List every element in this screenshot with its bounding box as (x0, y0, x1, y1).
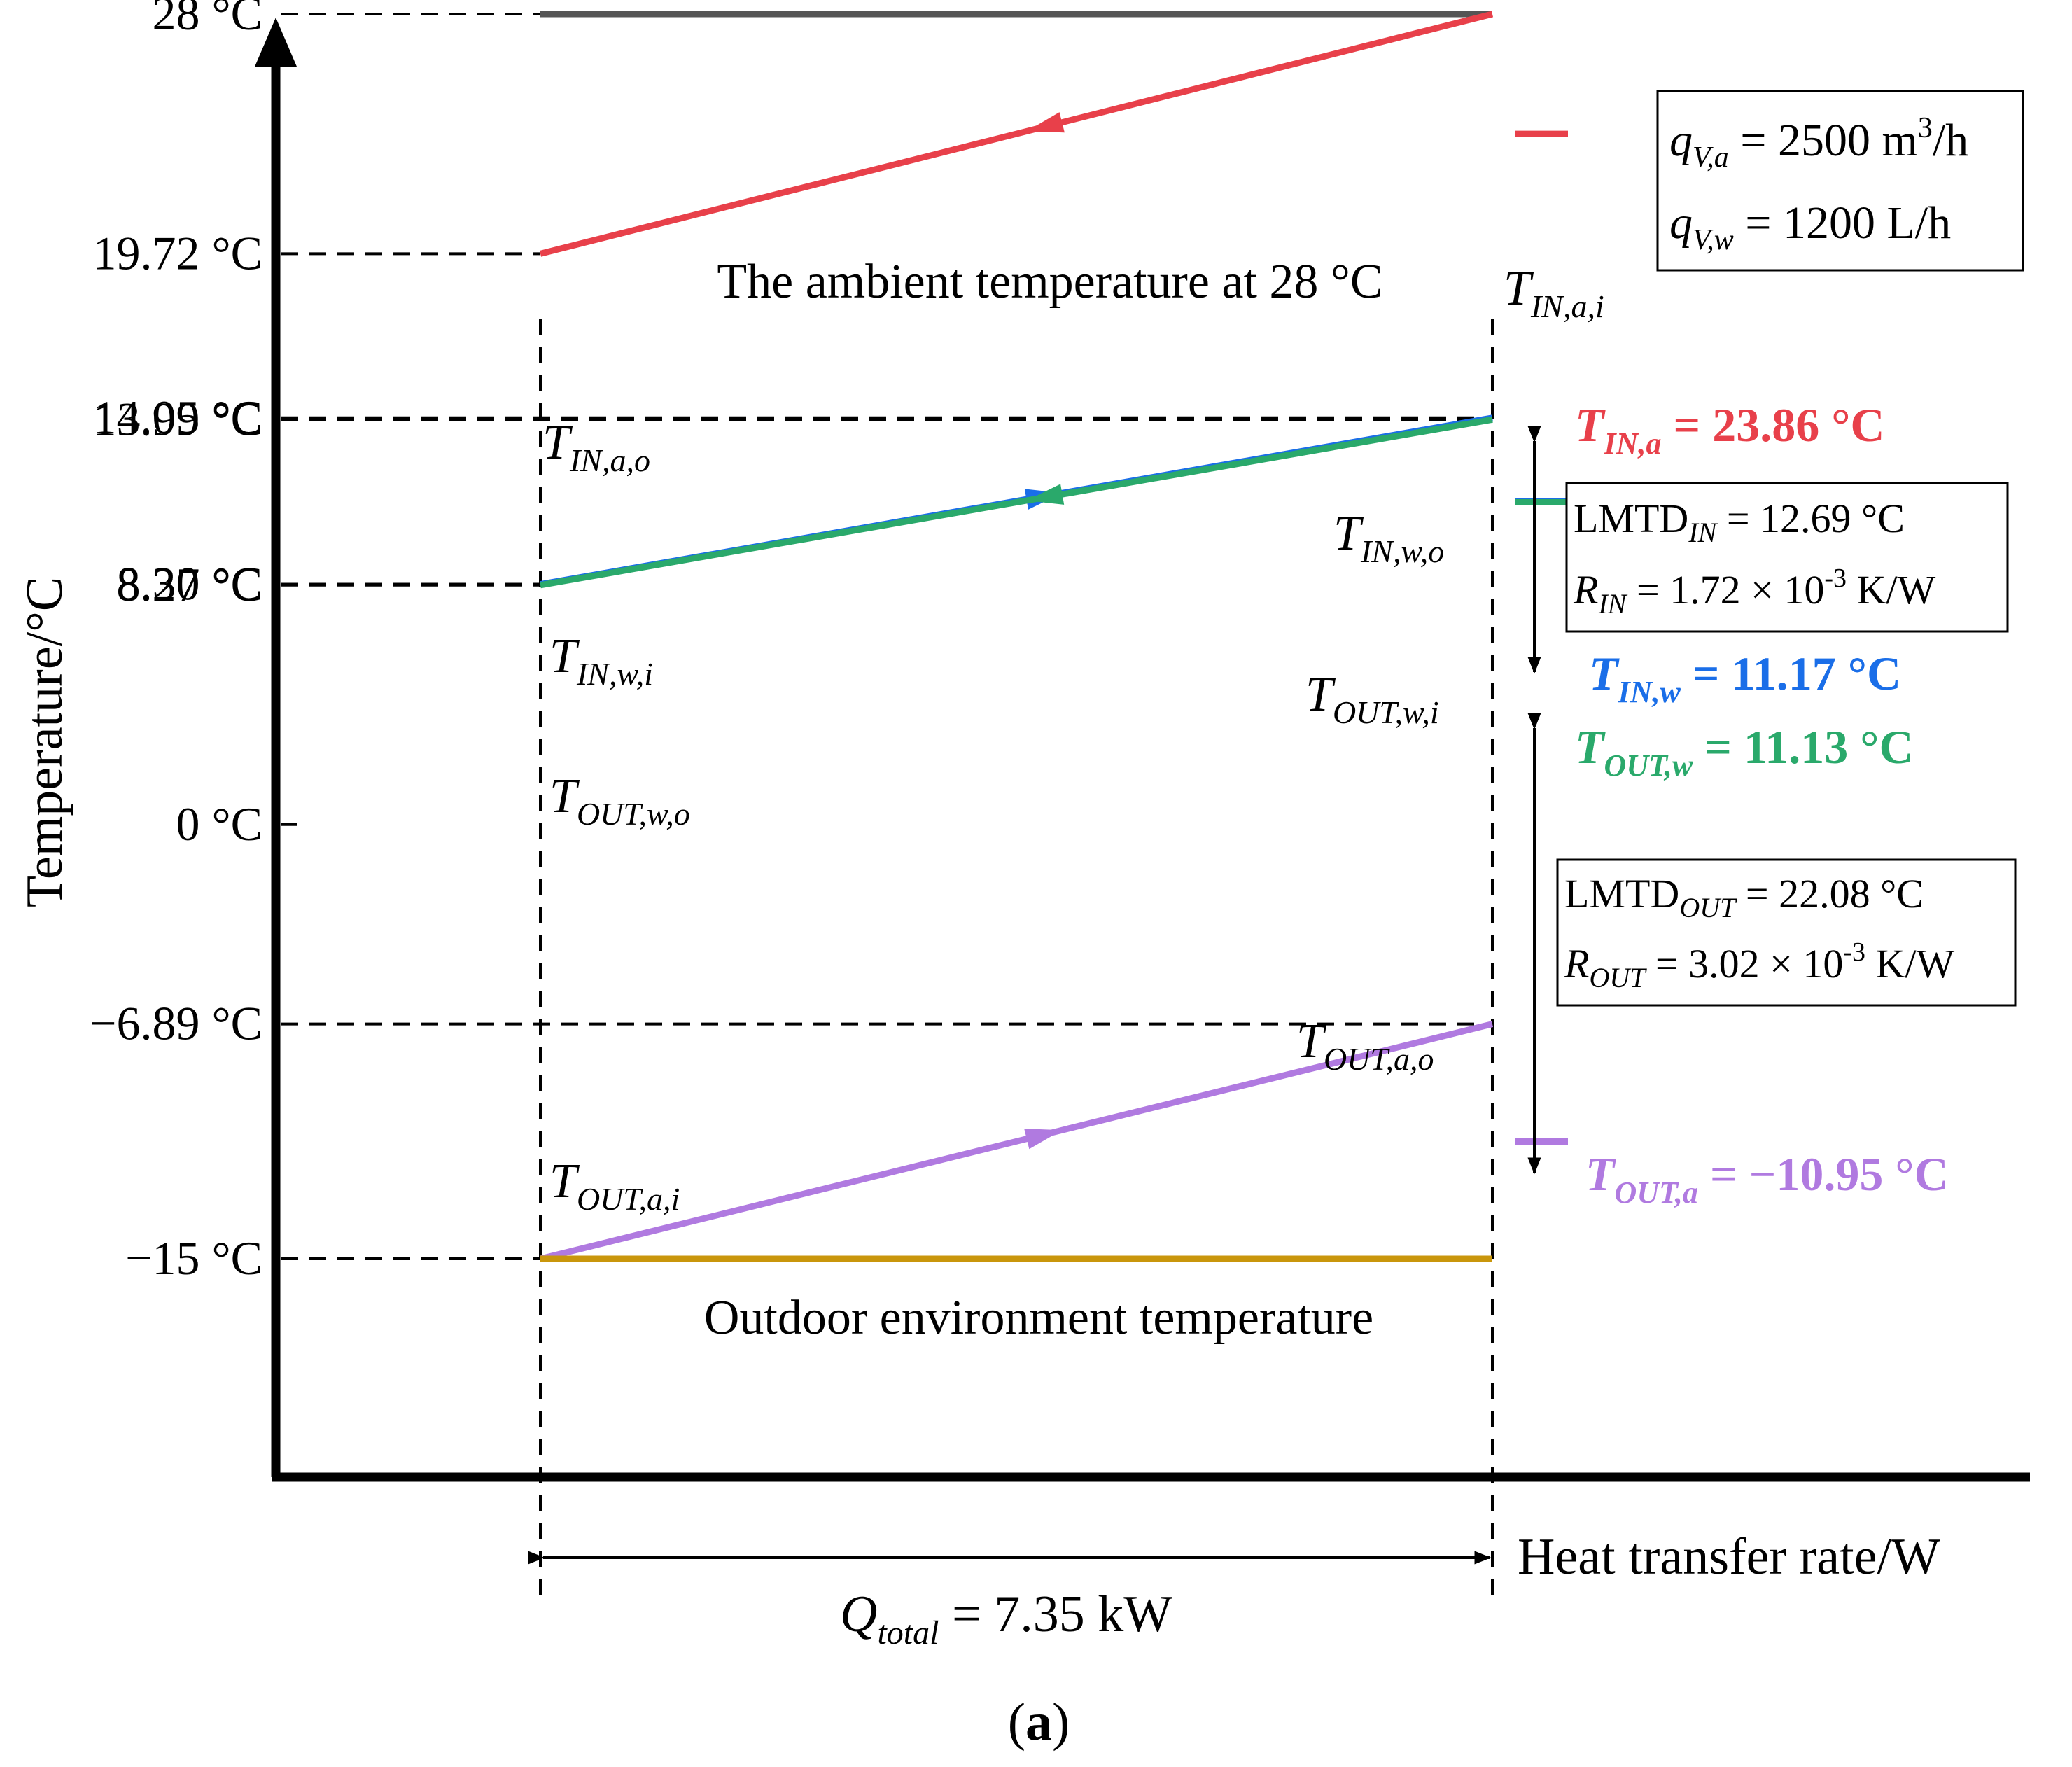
series-line-outdoor-air (539, 1021, 1494, 1262)
mean-label-touta: TOUT,a = −10.95 °C (1586, 1147, 1949, 1210)
lmtd-in-box: LMTDIN = 12.69 °C RIN = 1.72 × 10-3 K/W (1565, 482, 2009, 633)
mean-label-tinw: TIN,w = 11.17 °C (1589, 647, 1901, 709)
label-toutao: TOUT,a,o (1296, 1014, 1434, 1077)
y-tick-label-7: −6.89 °C (90, 997, 262, 1050)
label-tinwo: TIN,w,o (1334, 507, 1444, 569)
series-arrow-outdoor-water (1026, 484, 1065, 505)
mean-temperature-markers (1516, 130, 1568, 1145)
panel-label: (a) (1008, 1693, 1070, 1752)
chart-title: The ambient temperature at 28 °C (717, 255, 1382, 309)
y-ticks: 28 °C 19.72 °C 14.05 °C13.99 °C 8.30 °C8.27… (90, 0, 1492, 1285)
x-axis-label: Heat transfer rate/W (1518, 1528, 1940, 1586)
y-tick-label-2: 14.05 °C (92, 391, 262, 444)
flow-rate-box: qV,a = 2500 m3/h qV,w = 1200 L/h (1656, 90, 2024, 272)
label-tinwi: TIN,w,i (550, 629, 653, 692)
flow-water: qV,w = 1200 L/h (1670, 197, 1951, 256)
y-tick-label-5: 8.27 °C (116, 558, 262, 611)
y-tick-label-3: 13.99 °C (92, 392, 262, 445)
label-toutai: TOUT,a,i (550, 1154, 680, 1217)
y-tick-label-6: 0 °C (176, 797, 262, 851)
y-tick-label-4: 8.30 °C (116, 557, 262, 610)
bottom-annotation: Outdoor environment temperature (704, 1291, 1373, 1345)
series-arrow-indoor-air (1026, 112, 1065, 133)
lmtd-out-value: LMTDOUT = 22.08 °C (1564, 871, 1924, 923)
y-tick-label-8: −15 °C (125, 1231, 262, 1285)
label-tinai: TIN,a,i (1504, 262, 1604, 324)
series-line-indoor-air (539, 11, 1494, 257)
flow-air: qV,a = 2500 m3/h (1670, 112, 1968, 174)
mean-label-toutw: TOUT,w = 11.13 °C (1575, 720, 1914, 783)
series-lines (539, 11, 1494, 1262)
y-axis-label: Temperature/°C (16, 577, 74, 907)
y-tick-label-0: 28 °C (152, 0, 262, 40)
label-toutwi: TOUT,w,i (1306, 668, 1439, 730)
r-in-value: RIN = 1.72 × 10-3 K/W (1573, 564, 1936, 620)
lmtd-in-value: LMTDIN = 12.69 °C (1574, 496, 1905, 548)
lmtd-out-box: LMTDOUT = 22.08 °C ROUT = 3.02 × 10-3 K/… (1556, 858, 2017, 1007)
series-line-outdoor-water (540, 416, 1493, 589)
label-tinao: TIN,a,o (542, 416, 650, 478)
label-toutwo: TOUT,w,o (550, 769, 690, 832)
point-labels: TIN,a,i TIN,a,o TIN,w,o TIN,w,i TOUT,w,i… (542, 262, 1604, 1217)
mean-label-tina: TIN,a = 23.86 °C (1575, 398, 1885, 461)
r-out-value: ROUT = 3.02 × 10-3 K/W (1564, 937, 1955, 993)
y-axis-arrowhead (255, 18, 297, 67)
y-tick-label-1: 19.72 °C (92, 226, 262, 279)
q-total-label: Qtotal = 7.35 kW (840, 1586, 1172, 1651)
series-arrow-outdoor-air (1024, 1129, 1063, 1150)
